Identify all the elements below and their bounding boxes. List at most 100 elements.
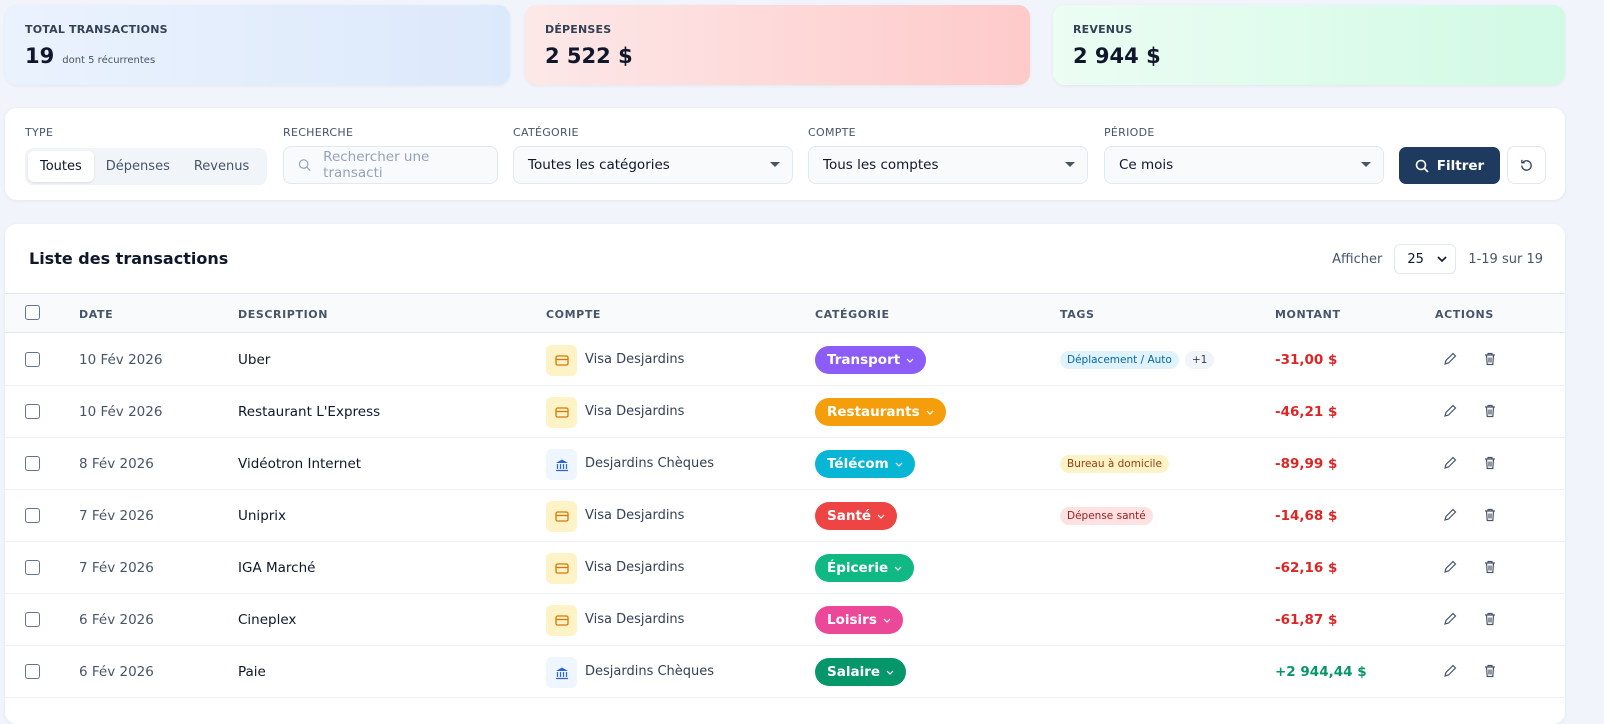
search-input[interactable]: Rechercher une transacti (283, 146, 498, 184)
bank-icon (546, 657, 577, 688)
category-label: CATÉGORIE (513, 126, 579, 139)
row-date: 6 Fév 2026 (79, 664, 154, 680)
stat-sub: dont 5 récurrentes (62, 55, 156, 66)
row-tags: Déplacement / Auto +1 (1060, 351, 1215, 369)
edit-icon[interactable] (1442, 507, 1458, 527)
row-date: 7 Fév 2026 (79, 508, 154, 524)
row-amount: -89,99 $ (1275, 456, 1338, 472)
row-amount: -61,87 $ (1275, 612, 1338, 628)
row-checkbox[interactable] (25, 404, 40, 419)
chevron-down-icon (883, 618, 891, 623)
category-badge[interactable]: Restaurants (815, 398, 946, 426)
row-description: Uniprix (238, 508, 287, 524)
trash-icon[interactable] (1482, 611, 1498, 631)
row-description: Restaurant L'Express (238, 404, 381, 420)
type-segmented-control: Toutes Dépenses Revenus (25, 148, 267, 185)
filter-bar: TYPE Toutes Dépenses Revenus RECHERCHE R… (5, 108, 1565, 200)
col-date[interactable]: DATE (79, 308, 114, 321)
type-option-expenses[interactable]: Dépenses (105, 159, 170, 174)
col-actions: ACTIONS (1435, 308, 1494, 321)
category-label: Restaurants (827, 404, 920, 420)
trash-icon[interactable] (1482, 455, 1498, 475)
edit-icon[interactable] (1442, 403, 1458, 423)
trash-icon[interactable] (1482, 351, 1498, 371)
filter-button-label: Filtrer (1436, 157, 1485, 174)
row-description: Vidéotron Internet (238, 456, 362, 472)
trash-icon[interactable] (1482, 507, 1498, 527)
trash-icon[interactable] (1482, 663, 1498, 683)
tag[interactable]: Bureau à domicile (1060, 455, 1169, 473)
row-checkbox[interactable] (25, 456, 40, 471)
col-amount[interactable]: MONTANT (1275, 308, 1341, 321)
category-badge[interactable]: Télécom (815, 450, 915, 478)
search-label: RECHERCHE (283, 126, 354, 139)
trash-icon[interactable] (1482, 403, 1498, 423)
edit-icon[interactable] (1442, 351, 1458, 371)
col-description[interactable]: DESCRIPTION (238, 308, 329, 321)
filter-button[interactable]: Filtrer (1399, 147, 1500, 184)
tag[interactable]: +1 (1184, 351, 1215, 369)
credit-card-icon (546, 605, 577, 636)
edit-icon[interactable] (1442, 455, 1458, 475)
stat-value: 2 944 $ (1073, 44, 1161, 68)
category-badge[interactable]: Salaire (815, 658, 907, 686)
chevron-down-icon (886, 670, 894, 675)
tag[interactable]: Dépense santé (1060, 507, 1153, 525)
category-label: Épicerie (827, 560, 889, 576)
table-row: 7 Fév 2026 Uniprix Visa Desjardins Santé… (5, 490, 1565, 542)
bank-icon (546, 449, 577, 480)
period-select[interactable]: Ce mois (1104, 146, 1384, 184)
credit-card-icon (546, 553, 577, 584)
category-badge[interactable]: Loisirs (815, 606, 903, 634)
page-range: 1-19 sur 19 (1468, 251, 1543, 267)
edit-icon[interactable] (1442, 559, 1458, 579)
row-description: Cineplex (238, 612, 297, 628)
row-tags: Bureau à domicile (1060, 455, 1169, 473)
table-row: 10 Fév 2026 Restaurant L'Express Visa De… (5, 386, 1565, 438)
category-label: Santé (827, 508, 872, 524)
row-description: IGA Marché (238, 560, 316, 576)
row-description: Paie (238, 664, 266, 680)
row-tags: Dépense santé (1060, 507, 1153, 525)
reset-button[interactable] (1507, 146, 1546, 184)
type-option-income[interactable]: Revenus (193, 159, 250, 174)
row-account: Visa Desjardins (585, 352, 685, 367)
row-account: Desjardins Chèques (585, 664, 715, 679)
row-checkbox[interactable] (25, 508, 40, 523)
table-row: 8 Fév 2026 Vidéotron Internet Desjardins… (5, 438, 1565, 490)
period-label: PÉRIODE (1104, 126, 1155, 139)
category-label: Télécom (827, 456, 889, 472)
row-checkbox[interactable] (25, 352, 40, 367)
row-account: Desjardins Chèques (585, 456, 715, 471)
edit-icon[interactable] (1442, 663, 1458, 683)
chevron-down-icon (926, 410, 934, 415)
row-checkbox[interactable] (25, 560, 40, 575)
category-value: Toutes les catégories (528, 157, 670, 173)
table-header: DATE DESCRIPTION COMPTE CATÉGORIE TAGS M… (5, 293, 1565, 333)
row-checkbox[interactable] (25, 664, 40, 679)
type-option-all[interactable]: Toutes (28, 151, 94, 182)
col-account[interactable]: COMPTE (546, 308, 602, 321)
row-amount: -14,68 $ (1275, 508, 1338, 524)
category-select[interactable]: Toutes les catégories (513, 146, 793, 184)
trash-icon[interactable] (1482, 559, 1498, 579)
tag[interactable]: Déplacement / Auto (1060, 351, 1179, 369)
page-size-select[interactable]: 25 (1394, 244, 1457, 274)
row-amount: -31,00 $ (1275, 352, 1338, 368)
period-value: Ce mois (1119, 157, 1174, 173)
select-all-checkbox[interactable] (25, 305, 40, 320)
category-badge[interactable]: Épicerie (815, 554, 915, 582)
show-label: Afficher (1332, 251, 1383, 267)
category-badge[interactable]: Santé (815, 502, 898, 530)
row-account: Visa Desjardins (585, 508, 685, 523)
caret-down-icon (1361, 162, 1371, 167)
stat-income: REVENUS 2 944 $ (1053, 5, 1565, 85)
category-badge[interactable]: Transport (815, 346, 927, 374)
edit-icon[interactable] (1442, 611, 1458, 631)
page-size-value: 25 (1407, 251, 1424, 267)
account-select[interactable]: Tous les comptes (808, 146, 1088, 184)
category-label: Salaire (827, 664, 881, 680)
list-title: Liste des transactions (29, 249, 229, 268)
row-checkbox[interactable] (25, 612, 40, 627)
col-category[interactable]: CATÉGORIE (815, 308, 890, 321)
